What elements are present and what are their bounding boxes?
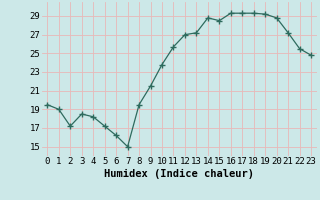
X-axis label: Humidex (Indice chaleur): Humidex (Indice chaleur) — [104, 169, 254, 179]
